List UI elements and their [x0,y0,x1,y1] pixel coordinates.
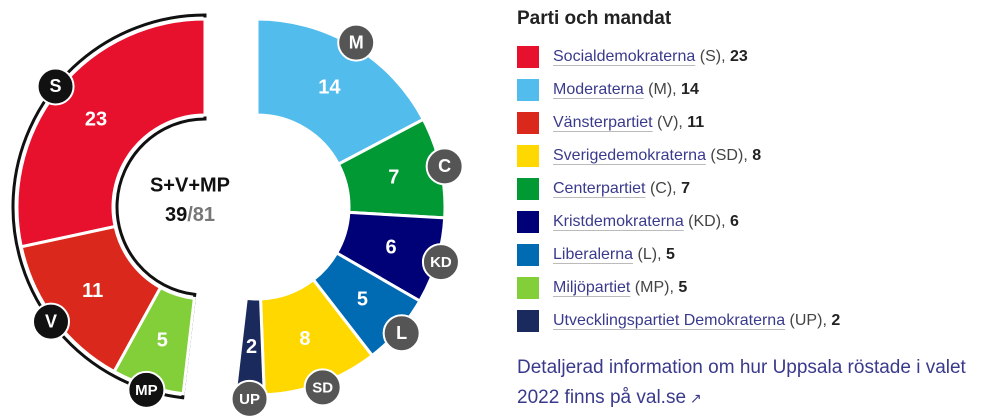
legend-swatch [517,309,539,332]
party-abbr: V [653,114,688,132]
party-name[interactable]: Moderaterna [553,80,644,98]
legend-item: LiberalernaL5 [517,238,977,271]
badge [421,243,460,282]
footnote-link[interactable]: Detaljerad information om hur Uppsala rö… [517,353,977,413]
legend-swatch [517,45,539,68]
coalition-seats: 39/81 [165,204,215,226]
party-name[interactable]: Utvecklingspartiet Demokraterna [553,311,786,329]
party-seats: 8 [752,146,762,164]
legend-item: VänsterpartietV11 [517,106,977,139]
party-seats: 6 [729,212,739,230]
badge-label: KD [430,254,452,271]
party-seats: 5 [678,278,688,296]
badge-label: S [50,76,62,96]
legend-item: Utvecklingspartiet DemokraternaUP2 [517,304,977,337]
legend-swatch [517,243,539,266]
party-seats: 14 [681,80,699,98]
legend-item: SocialdemokraternaS23 [517,40,977,73]
legend-item: ModeraternaM14 [517,73,977,106]
legend-swatch [517,210,539,233]
slash: / [187,204,193,226]
badge [36,67,75,106]
legend-item: SverigedemokraternaSD8 [517,139,977,172]
coalition-label: S+V+MP [150,174,230,196]
party-name[interactable]: Sverigedemokraterna [553,146,706,164]
badge-label: MP [135,382,158,399]
party-name[interactable]: Liberalerna [553,245,634,263]
party-seats: 7 [681,179,690,197]
badge [425,147,464,186]
party-seats: 23 [729,47,748,65]
badge-label: M [349,32,364,52]
party-abbr: C [646,180,682,198]
value-label: 14 [318,76,341,98]
seats: 39 [165,204,187,226]
party-abbr: SD [706,147,752,165]
group: 23 S 11 V 5 MP [11,13,207,409]
legend-items: SocialdemokraternaS23ModeraternaM14Vänst… [517,40,977,337]
value-label: 11 [82,280,103,302]
legend-item: MiljöpartietMP5 [517,271,977,304]
badge [31,302,70,341]
legend-swatch [517,111,539,134]
party-abbr: KD [684,213,730,231]
legend: Parti och mandat SocialdemokraternaS23Mo… [517,8,977,413]
legend-item: CenterpartietC7 [517,172,977,205]
legend-item: KristdemokraternaKD6 [517,205,977,238]
legend-swatch [517,78,539,101]
legend-title: Parti och mandat [517,8,672,29]
badge-label: C [438,156,451,176]
party-name[interactable]: Miljöpartiet [553,278,631,296]
party-seats: 2 [831,311,841,329]
badge [337,23,376,62]
badge-label: V [45,311,57,331]
badge [303,368,342,407]
chart: 23 S 11 V 5 MP 14 M 7 C 6 KD 5 L 8 SD 2 UP S+V+MP 39/81 [11,13,464,417]
badge-label: UP [239,391,260,408]
badge-label: SD [312,379,333,396]
party-abbr: S [695,48,730,66]
badge-label: L [396,323,407,343]
party-abbr: L [633,246,666,264]
party-seats: 5 [665,245,675,263]
legend-swatch [517,276,539,299]
party-name[interactable]: Vänsterpartiet [553,113,653,131]
badge [382,314,421,353]
segment [19,224,163,374]
party-seats: 11 [687,113,705,131]
party-abbr: UP [785,312,831,330]
value-label: 2 [246,336,257,358]
total: 81 [193,204,215,226]
group: 14 M 7 C 6 KD 5 L 8 SD 2 UP [230,17,464,417]
value-label: 23 [85,108,107,130]
party-abbr: M [644,81,681,99]
party-abbr: MP [630,279,678,297]
value-label: 5 [157,330,168,352]
value-label: 6 [386,236,397,258]
party-name[interactable]: Kristdemokraterna [553,212,684,230]
segment [15,17,207,249]
segment [255,17,426,167]
legend-swatch [517,144,539,167]
legend-swatch [517,177,539,200]
party-name[interactable]: Centerpartiet [553,179,646,197]
value-label: 8 [299,328,310,350]
badge [127,370,166,409]
value-label: 7 [388,167,399,189]
party-name[interactable]: Socialdemokraterna [553,47,696,65]
value-label: 5 [357,288,368,310]
